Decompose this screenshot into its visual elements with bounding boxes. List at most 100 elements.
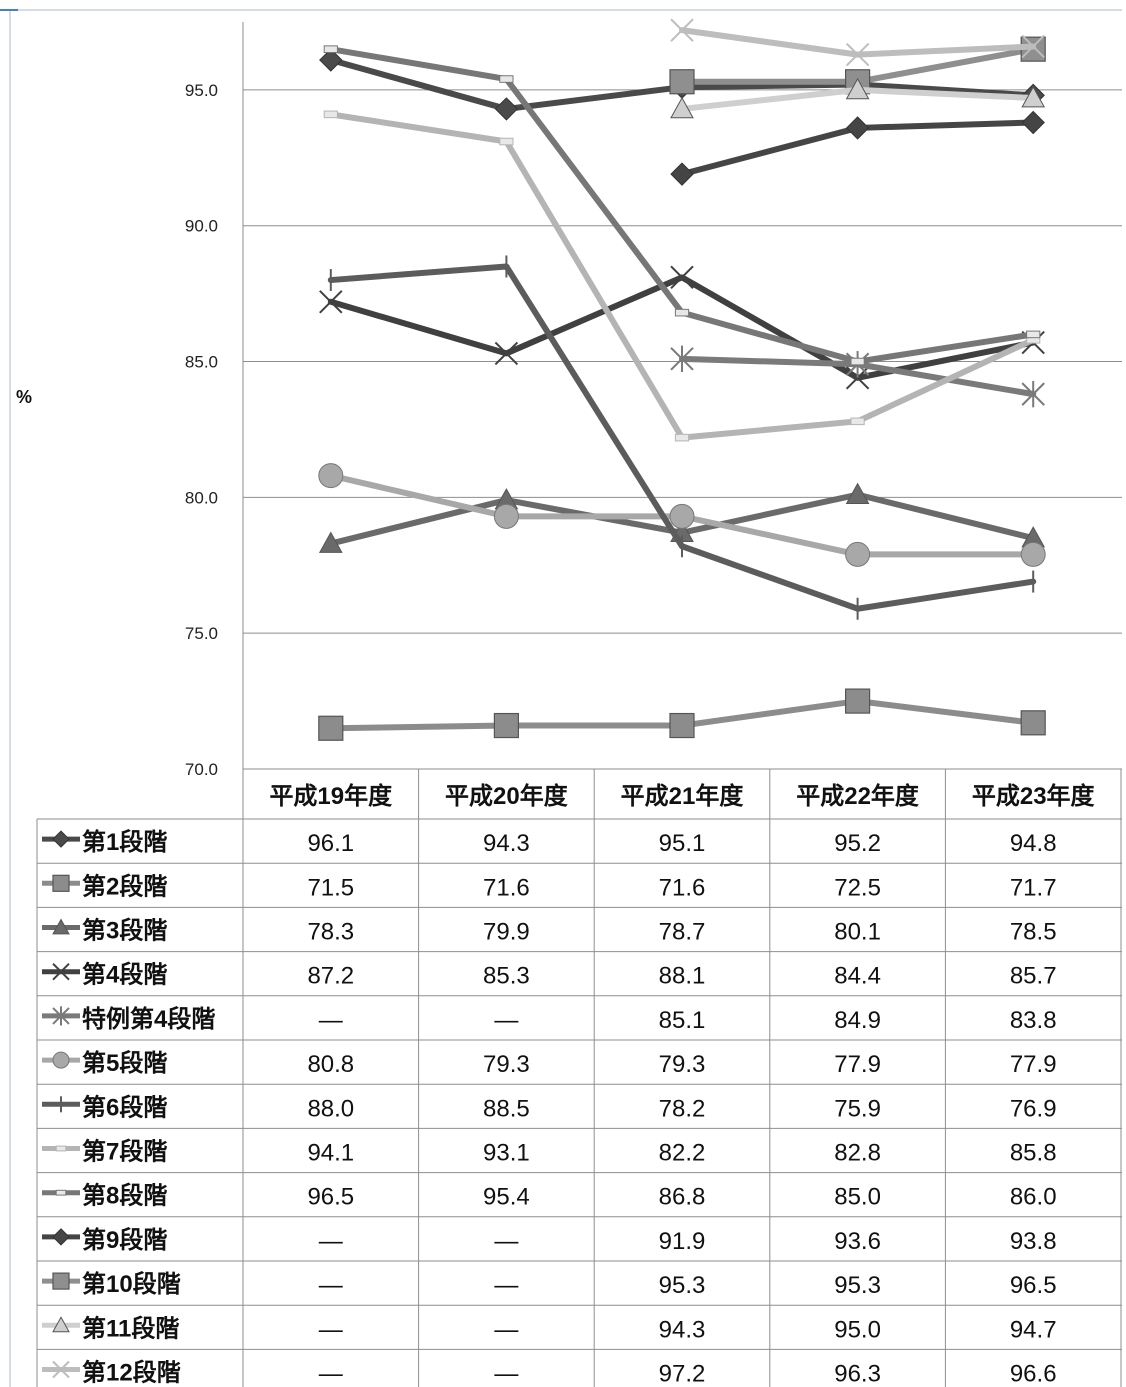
data-point	[1021, 34, 1045, 59]
table-cell: 95.3	[834, 1272, 881, 1299]
data-point	[1020, 710, 1046, 736]
table-cell: 88.5	[483, 1095, 530, 1122]
table-row: 第2段階 71.5 71.6 71.6 72.5 71.7	[42, 872, 1057, 901]
table-cell: —	[319, 1007, 343, 1034]
series-5	[670, 345, 1045, 408]
data-point	[319, 48, 343, 72]
table-cell: —	[494, 1007, 518, 1034]
y-tick-label: 85.0	[185, 353, 218, 372]
legend-marker	[55, 1145, 67, 1152]
table-cell: 82.2	[659, 1140, 706, 1167]
table-cell: 79.3	[659, 1051, 706, 1078]
category-label: 平成21年度	[621, 782, 745, 810]
table-cell: —	[494, 1272, 518, 1299]
table-cell: 76.9	[1010, 1095, 1057, 1122]
data-point	[670, 345, 694, 373]
data-point	[499, 75, 514, 83]
table-cell: 78.3	[307, 919, 354, 946]
data-point	[670, 265, 694, 290]
table-cell: —	[319, 1361, 343, 1387]
table-cell: 94.8	[1010, 830, 1057, 857]
legend-marker	[52, 1051, 70, 1069]
series-name: 第3段階	[82, 917, 167, 945]
series-6	[318, 463, 1046, 567]
data-point	[1021, 110, 1045, 135]
table-cell: 85.0	[834, 1184, 881, 1211]
table-cell: 71.6	[659, 874, 706, 901]
data-point	[669, 712, 695, 739]
data-point	[493, 712, 519, 739]
series-name: 第6段階	[82, 1093, 167, 1121]
series-line	[679, 27, 1037, 58]
data-point	[1026, 330, 1041, 339]
series-10	[670, 110, 1045, 186]
table-cell: 93.6	[834, 1228, 881, 1255]
data-point	[674, 308, 690, 317]
y-tick-label: 90.0	[185, 217, 218, 236]
table-cell: 88.0	[307, 1095, 354, 1122]
data-point	[494, 341, 519, 366]
table-cell: 85.3	[483, 963, 530, 990]
data-point	[494, 97, 519, 121]
table-cell: 85.1	[659, 1007, 706, 1034]
series-7	[327, 255, 1037, 620]
table-cell: 84.9	[834, 1007, 881, 1034]
table-cell: 71.5	[307, 874, 354, 901]
table-cell: 95.0	[834, 1316, 881, 1343]
data-point	[669, 503, 695, 529]
data-point	[1021, 380, 1045, 408]
table-cell: —	[494, 1316, 518, 1343]
data-point	[845, 116, 870, 140]
data-point	[318, 531, 343, 553]
table-cell: 77.9	[834, 1051, 881, 1078]
data-point	[323, 45, 338, 53]
table-cell: —	[319, 1272, 343, 1299]
data-point	[318, 463, 344, 489]
table-cell: 94.3	[659, 1316, 706, 1343]
data-point	[845, 77, 870, 100]
legend-marker	[52, 1228, 70, 1246]
table-cell: 78.2	[659, 1095, 706, 1122]
series-name: 第2段階	[82, 872, 167, 900]
table-cell: 82.8	[834, 1140, 881, 1167]
table-cell: 71.6	[483, 874, 530, 901]
series-name: 第7段階	[82, 1138, 167, 1166]
table-row: 第11段階 — — 94.3 95.0 94.7	[42, 1314, 1057, 1343]
table-row: 特例第4段階 — — 85.1 84.9 83.8	[42, 1005, 1057, 1034]
table-row: 第5段階 80.8 79.3 79.3 77.9 77.9	[42, 1049, 1057, 1078]
y-tick-label: 95.0	[185, 81, 218, 100]
table-cell: 86.0	[1010, 1184, 1057, 1211]
table-cell: 95.3	[659, 1272, 706, 1299]
table-cell: 80.1	[834, 919, 881, 946]
category-label: 平成20年度	[445, 782, 569, 810]
series-12	[670, 77, 1046, 119]
table-cell: 93.1	[483, 1140, 530, 1167]
table-row: 第3段階 78.3 79.9 78.7 80.1 78.5	[42, 917, 1057, 946]
data-point	[493, 503, 519, 529]
table-cell: 77.9	[1010, 1051, 1057, 1078]
data-point	[844, 688, 871, 714]
table-cell: 86.8	[659, 1184, 706, 1211]
table-cell: —	[319, 1228, 343, 1255]
series-8	[323, 110, 1041, 442]
table-cell: 71.7	[1010, 874, 1057, 901]
table-cell: 94.1	[307, 1140, 354, 1167]
table-cell: 96.3	[834, 1361, 881, 1387]
data-point	[669, 69, 695, 95]
table-cell: 87.2	[307, 963, 354, 990]
table-row: 第6段階 88.0 88.5 78.2 75.9 76.9	[42, 1093, 1057, 1122]
table-row: 第10段階 — — 95.3 95.3 96.5	[42, 1270, 1057, 1299]
table-cell: 96.6	[1010, 1361, 1057, 1387]
table-cell: 93.8	[1010, 1228, 1057, 1255]
legend-marker	[52, 830, 70, 848]
table-cell: 80.8	[307, 1051, 354, 1078]
table-cell: —	[494, 1361, 518, 1387]
data-point	[1021, 86, 1046, 108]
data-point	[1020, 541, 1046, 567]
series-13	[670, 18, 1045, 67]
data-point	[670, 162, 694, 186]
table-row: 第4段階 87.2 85.3 88.1 84.4 85.7	[42, 961, 1057, 990]
y-tick-label: 70.0	[185, 760, 218, 779]
table-cell: 96.5	[1010, 1272, 1057, 1299]
